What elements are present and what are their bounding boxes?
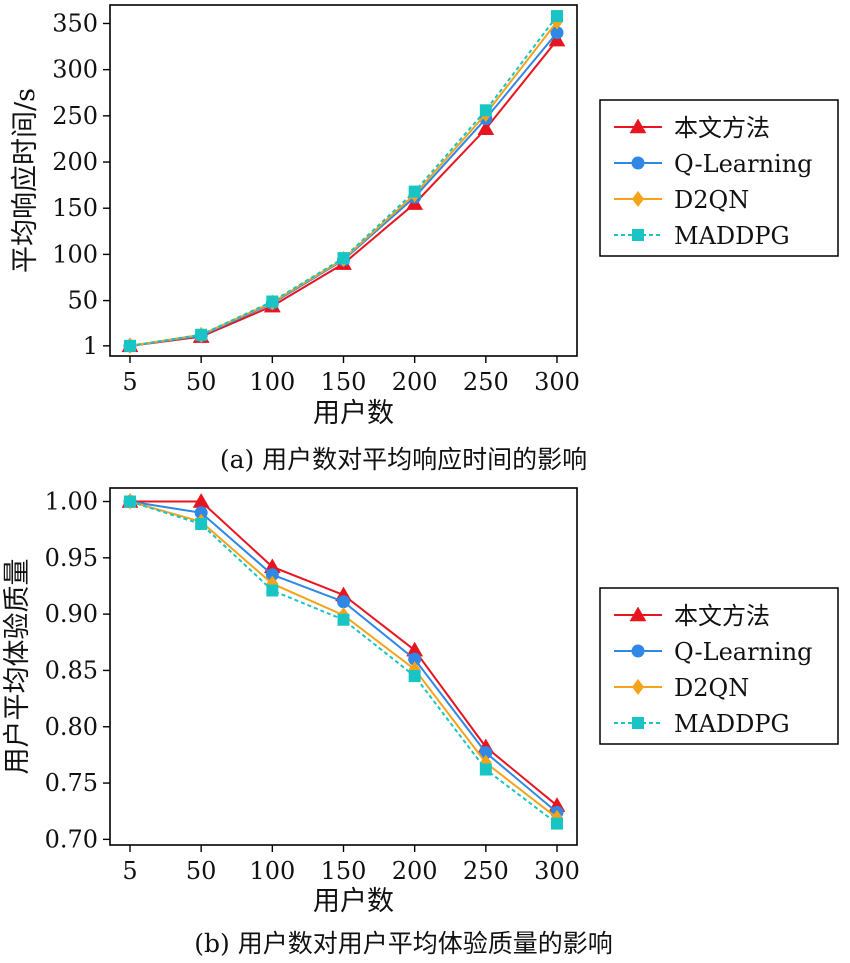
y-tick-label: 100 xyxy=(52,240,98,268)
plot-frame xyxy=(109,4,578,357)
y-tick-label: 200 xyxy=(52,148,98,176)
legend: 本文方法 Q-Learning D2QN MADDPG xyxy=(599,99,839,257)
x-tick-label: 300 xyxy=(534,368,580,396)
x-tick-label: 5 xyxy=(122,368,137,396)
data-point xyxy=(266,295,279,308)
series-line xyxy=(129,21,558,347)
legend-marker xyxy=(631,156,645,170)
series-line xyxy=(130,500,558,807)
legend-label: MADDPG xyxy=(674,222,790,250)
legend-marker xyxy=(631,644,645,658)
series-line xyxy=(129,500,558,819)
y-tick-label: 1.00 xyxy=(45,488,98,516)
series-D2QN xyxy=(124,13,563,354)
y-tick-label: 0.80 xyxy=(45,713,98,741)
y-tick-label: 350 xyxy=(52,9,98,37)
y-tick-label: 0.75 xyxy=(45,769,98,797)
legend: 本文方法 Q-Learning D2QN MADDPG xyxy=(599,587,839,745)
chart-caption: (b) 用户数对用户平均体验质量的影响 xyxy=(194,929,612,958)
data-point xyxy=(479,763,492,776)
x-tick-label: 150 xyxy=(321,857,367,885)
y-tick-label: 0.95 xyxy=(45,544,98,572)
legend-label: Q-Learning xyxy=(674,638,813,666)
legend-marker xyxy=(629,606,647,622)
legend-label: D2QN xyxy=(674,186,749,214)
x-axis-label: 用户数 xyxy=(313,886,394,917)
legend-label: MADDPG xyxy=(674,710,790,738)
legend-marker xyxy=(632,229,644,241)
x-tick-label: 200 xyxy=(392,368,438,396)
y-tick-label: 0.85 xyxy=(45,656,98,684)
data-point xyxy=(337,613,350,626)
x-tick-label: 100 xyxy=(249,857,295,885)
legend-label: 本文方法 xyxy=(674,114,770,142)
data-point xyxy=(266,584,279,597)
y-axis-label: 平均响应时间/s xyxy=(10,88,41,273)
series-MADDPG xyxy=(124,495,563,830)
data-point xyxy=(337,595,350,609)
series-line xyxy=(129,15,558,347)
data-point xyxy=(124,495,136,508)
y-tick-label: 250 xyxy=(52,102,98,130)
legend-label: Q-Learning xyxy=(674,150,813,178)
series-line xyxy=(129,39,558,347)
x-tick-label: 150 xyxy=(321,368,367,396)
legend-label: 本文方法 xyxy=(674,602,770,630)
series-line xyxy=(129,32,558,347)
series-D2QN xyxy=(124,493,563,826)
data-point xyxy=(479,746,493,760)
chart-panel-a: 5 50 100 150 200 250 300150100150200250300350用… xyxy=(10,4,839,474)
y-tick-label: 1 xyxy=(83,332,98,360)
x-tick-label: 250 xyxy=(463,857,509,885)
y-tick-label: 0.70 xyxy=(45,825,98,853)
y-tick-label: 50 xyxy=(67,287,98,315)
x-axis-label: 用户数 xyxy=(313,398,394,429)
data-point xyxy=(551,10,563,23)
data-point xyxy=(195,518,208,531)
y-axis-label: 用户平均体验质量 xyxy=(2,559,33,775)
legend-marker xyxy=(629,118,647,134)
legend-label: D2QN xyxy=(674,674,749,702)
series-本文方法 xyxy=(121,31,566,353)
legend-marker xyxy=(632,717,644,729)
legend-marker xyxy=(632,679,644,695)
x-tick-label: 5 xyxy=(122,857,137,885)
y-tick-label: 0.90 xyxy=(45,600,98,628)
series-MADDPG xyxy=(124,10,563,352)
chart-panel-b: 5 50 100 150 200 250 300 0.70 0.75 0.80 0.85 0.90 0.… xyxy=(2,487,839,958)
x-tick-label: 200 xyxy=(392,857,438,885)
data-point xyxy=(408,185,421,198)
data-point xyxy=(479,104,492,117)
data-point xyxy=(337,252,350,265)
x-tick-label: 50 xyxy=(186,368,217,396)
x-tick-label: 250 xyxy=(463,368,509,396)
data-point xyxy=(265,568,279,582)
data-point xyxy=(195,328,208,341)
plot-frame xyxy=(109,487,578,846)
data-point xyxy=(477,120,495,136)
x-tick-label: 100 xyxy=(249,368,295,396)
data-point xyxy=(124,339,136,352)
data-point xyxy=(408,670,421,683)
series-line xyxy=(129,500,558,825)
data-point xyxy=(408,652,422,666)
series-line xyxy=(129,500,558,814)
legend-marker xyxy=(632,191,644,207)
chart-caption: (a) 用户数对平均响应时间的影响 xyxy=(220,445,587,474)
y-tick-label: 300 xyxy=(52,56,98,84)
series-Q-Learning xyxy=(123,495,564,819)
data-point xyxy=(550,26,564,40)
x-tick-label: 50 xyxy=(186,857,217,885)
y-tick-label: 150 xyxy=(52,194,98,222)
data-point xyxy=(194,506,208,520)
data-point xyxy=(551,817,563,830)
series-Q-Learning xyxy=(123,26,564,353)
x-tick-label: 300 xyxy=(534,857,580,885)
